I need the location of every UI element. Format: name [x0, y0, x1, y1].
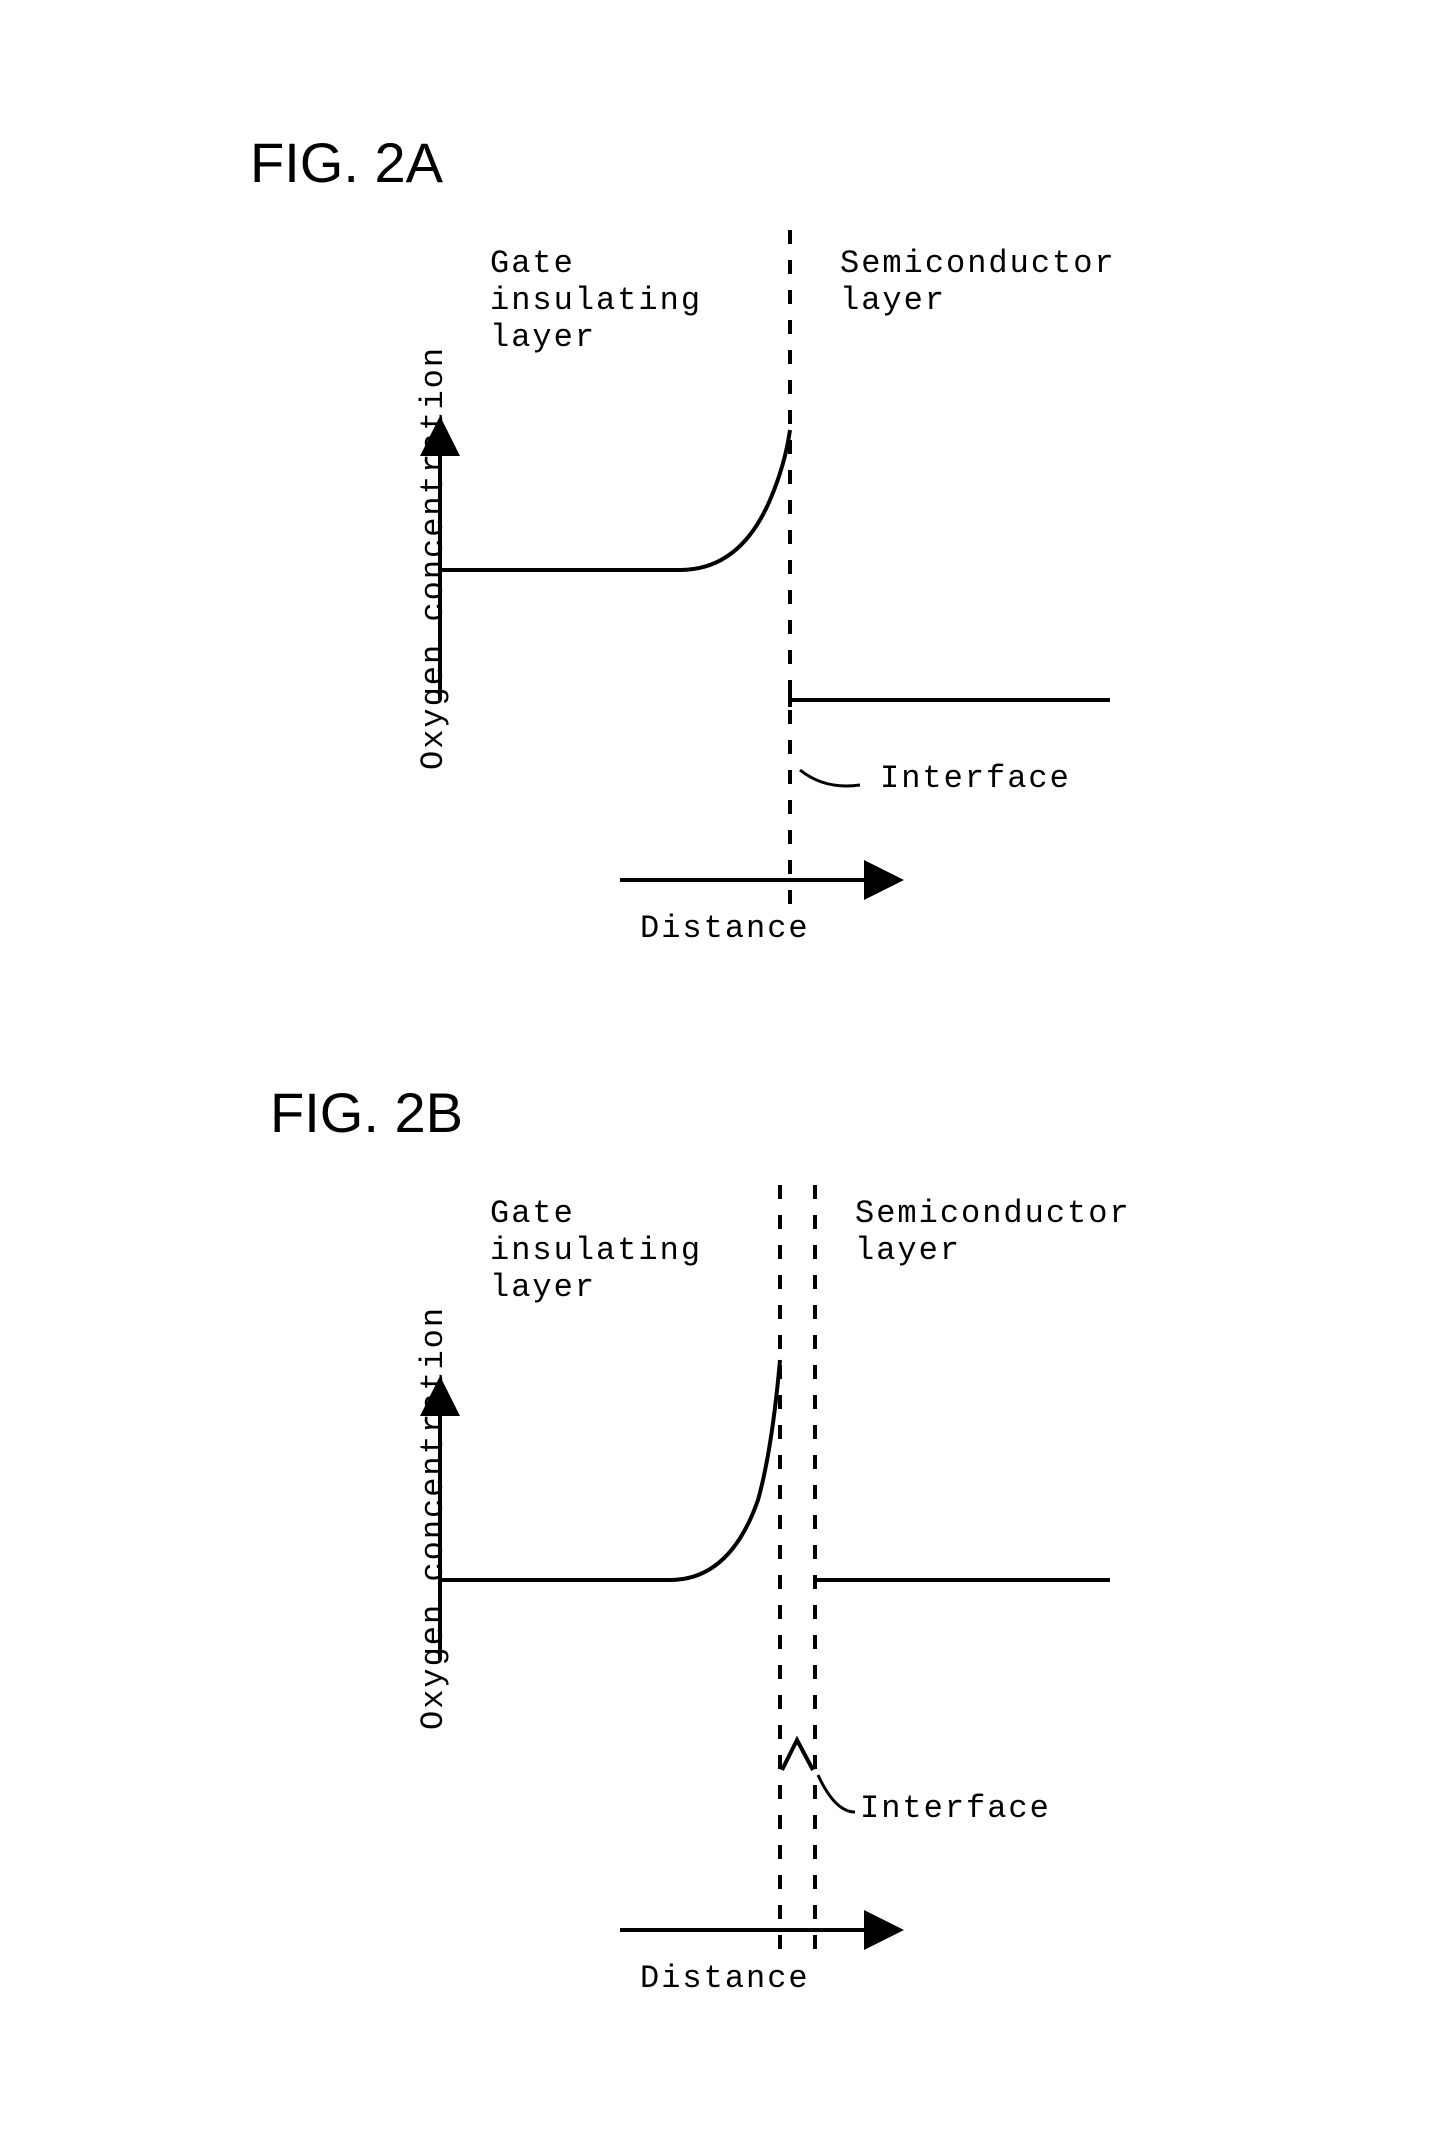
figure-2b-plot [0, 0, 1431, 2156]
figure-2b: FIG. 2B Gate insulating layer Semiconduc… [0, 0, 1431, 2156]
interface-dip [782, 1740, 813, 1770]
left-curve [440, 1360, 780, 1580]
interface-pointer [818, 1775, 855, 1812]
